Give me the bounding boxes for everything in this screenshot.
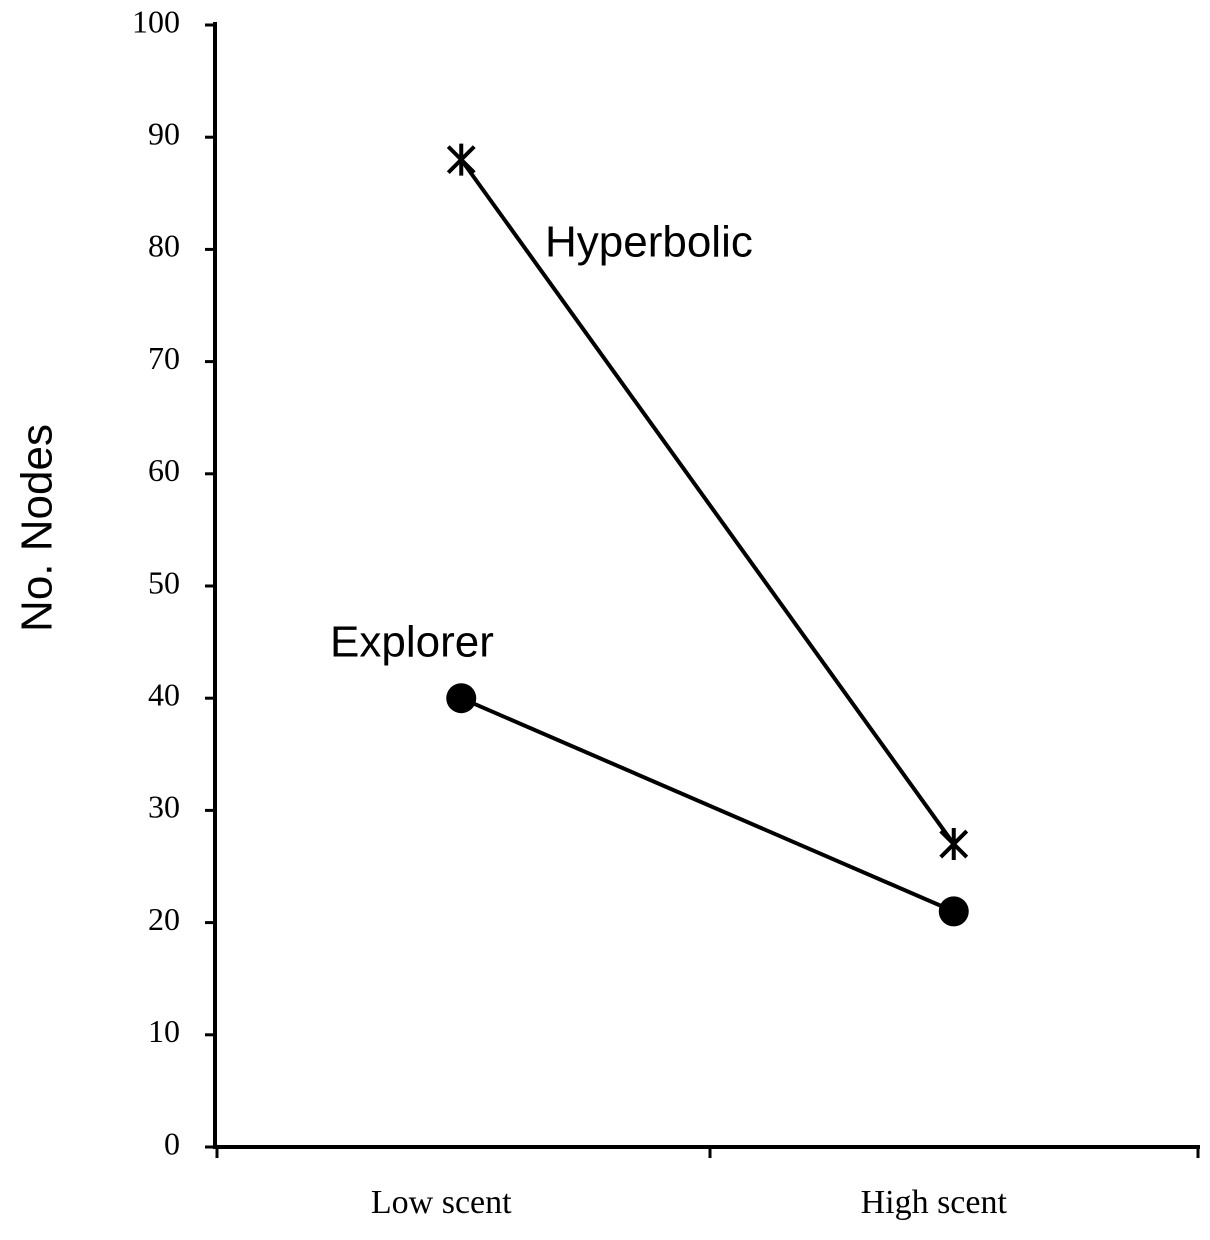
y-tick-label: 10 [148,1013,180,1049]
y-tick-label: 20 [148,901,180,937]
series-label: Explorer [330,618,494,667]
y-tick-label: 70 [148,340,180,376]
y-tick-label: 50 [148,564,180,600]
series-line [460,696,955,914]
marker [939,828,969,861]
series-line [459,158,956,846]
y-tick-label: 60 [148,452,180,488]
y-tick-label: 30 [148,789,180,825]
x-tick-label: High scent [861,1184,1008,1221]
x-tick-label: Low scent [371,1184,512,1221]
series-label: Hyperbolic [545,218,753,267]
y-tick-label: 100 [132,3,180,39]
marker [938,896,969,927]
y-tick-label: 0 [164,1125,180,1161]
y-axis-label: No. Nodes [13,424,62,632]
y-tick-label: 40 [148,677,180,713]
marker [446,683,477,714]
y-tick-label: 80 [148,228,180,264]
marker [446,143,476,176]
y-tick-label: 90 [148,116,180,152]
